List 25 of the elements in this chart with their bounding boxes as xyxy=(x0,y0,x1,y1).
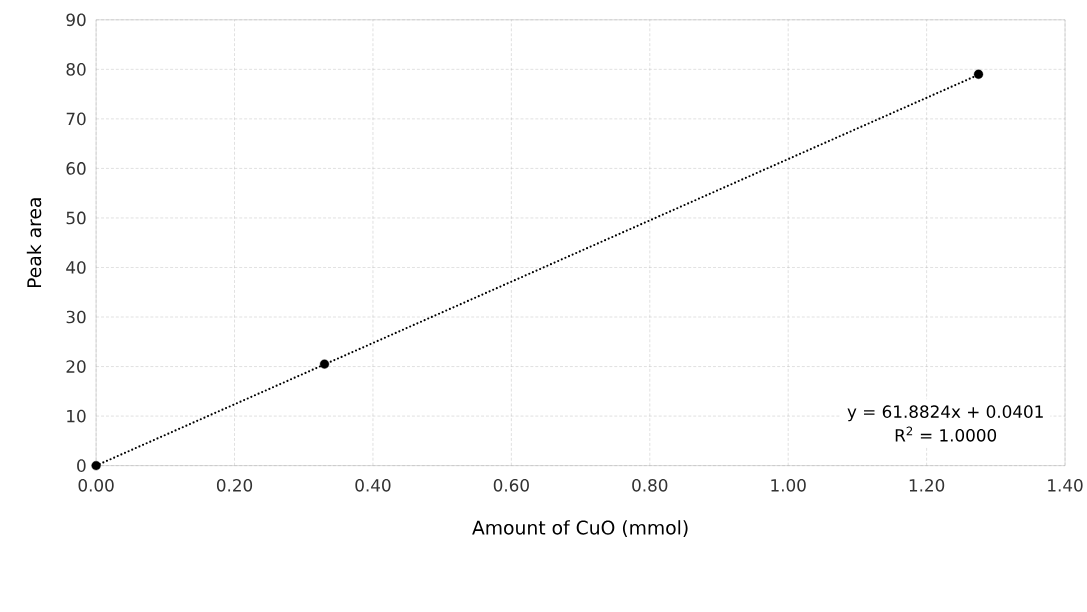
y-tick-label: 30 xyxy=(66,310,86,324)
y-tick-label: 40 xyxy=(66,261,86,274)
y-tick-label: 90 xyxy=(66,13,86,27)
annotation: y = 61.8824x + 0.0401 xyxy=(847,405,1043,422)
point xyxy=(91,460,101,471)
x-tick-label: 0.80 xyxy=(632,478,668,492)
x-tick-label: 1.40 xyxy=(1048,478,1083,492)
x-tick-label: 0.40 xyxy=(355,478,391,492)
x-tick-label: 0.20 xyxy=(216,478,253,492)
x-tick-label: 0.00 xyxy=(78,478,114,492)
y-axis-title: Peak area xyxy=(26,198,42,287)
x-tick-label: 1.00 xyxy=(771,478,806,492)
y-tick-label: 80 xyxy=(66,62,86,76)
y-tick-label: 20 xyxy=(66,360,86,373)
point xyxy=(973,69,984,79)
y-tick-label: 60 xyxy=(66,161,86,175)
y-tick-label: 0 xyxy=(77,459,86,472)
annotation: R$^{2}$ = 1.0000 xyxy=(895,426,997,442)
x-axis-title: Amount of CuO (mmol) xyxy=(472,520,688,537)
y-tick-label: 50 xyxy=(66,211,86,225)
x-tick-label: 1.20 xyxy=(909,478,945,492)
y-tick-label: 70 xyxy=(66,112,86,126)
y-tick-label: 10 xyxy=(67,409,86,423)
x-tick-label: 0.60 xyxy=(493,478,529,492)
point xyxy=(319,359,330,369)
